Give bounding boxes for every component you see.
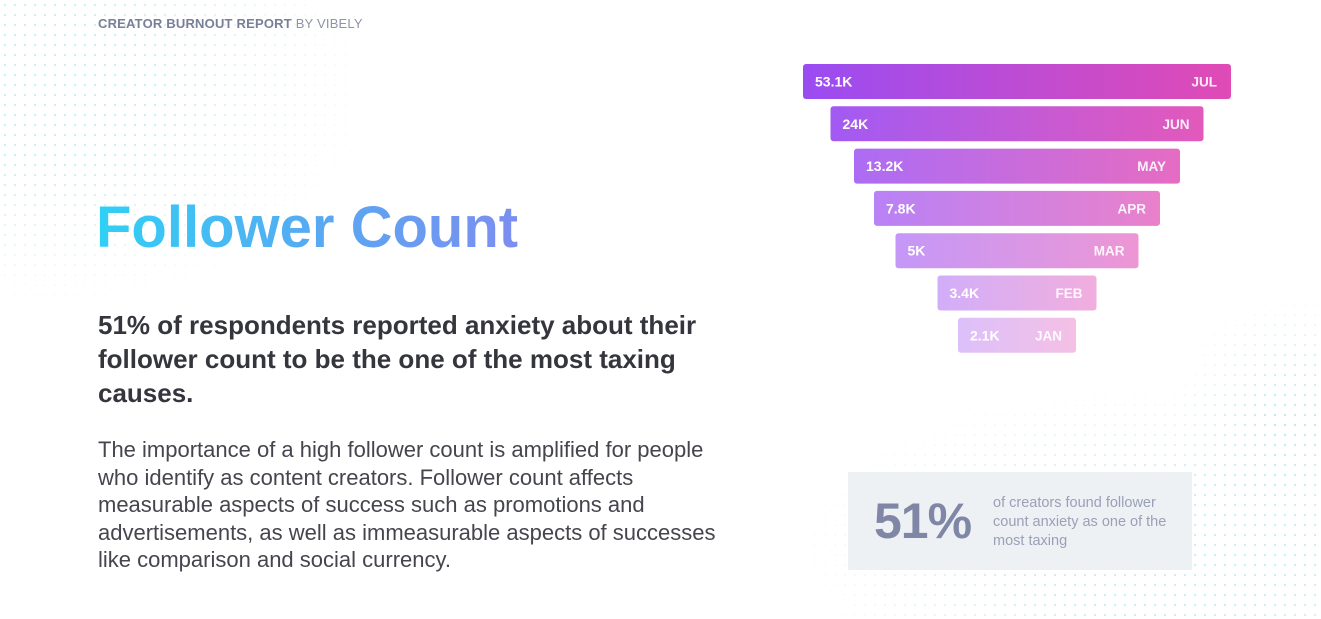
stat-caption: of creators found follower count anxiety… (993, 495, 1167, 549)
funnel-bar-jul (803, 64, 1231, 99)
funnel-category-label: FEB (1056, 286, 1083, 301)
funnel-category-label: JAN (1035, 328, 1062, 343)
funnel-bar-mar (895, 233, 1139, 269)
funnel-value-label: 53.1K (815, 74, 852, 90)
report-by-label: BY VIBELY (295, 16, 363, 31)
funnel-bar-may (854, 148, 1180, 184)
funnel-category-label: JUL (1191, 75, 1217, 90)
funnel-value-label: 3.4K (950, 285, 980, 301)
funnel-value-label: 5K (908, 243, 926, 259)
funnel-value-label: 24K (843, 116, 869, 132)
page-title: Follower Count (96, 195, 519, 260)
stat-card: 51% of creators found follower count anx… (848, 472, 1192, 570)
funnel-value-label: 2.1K (970, 327, 1000, 343)
funnel-category-label: MAR (1094, 244, 1125, 259)
funnel-category-label: APR (1117, 201, 1146, 216)
funnel-bar-feb (937, 275, 1097, 311)
funnel-category-label: MAY (1137, 159, 1166, 174)
funnel-bar-apr (874, 190, 1160, 226)
headline: 51% of respondents reported anxiety abou… (98, 310, 697, 408)
body-paragraph: The importance of a high follower count … (98, 437, 716, 572)
funnel-category-label: JUN (1162, 117, 1189, 132)
report-name: CREATOR BURNOUT REPORT (98, 16, 292, 31)
funnel-value-label: 13.2K (866, 158, 903, 174)
stat-value: 51% (874, 493, 972, 549)
report-header: CREATOR BURNOUT REPORT BY VIBELY (98, 16, 363, 31)
funnel-value-label: 7.8K (886, 200, 916, 216)
funnel-bar-jun (830, 106, 1204, 142)
funnel-bar-jan (958, 317, 1076, 353)
